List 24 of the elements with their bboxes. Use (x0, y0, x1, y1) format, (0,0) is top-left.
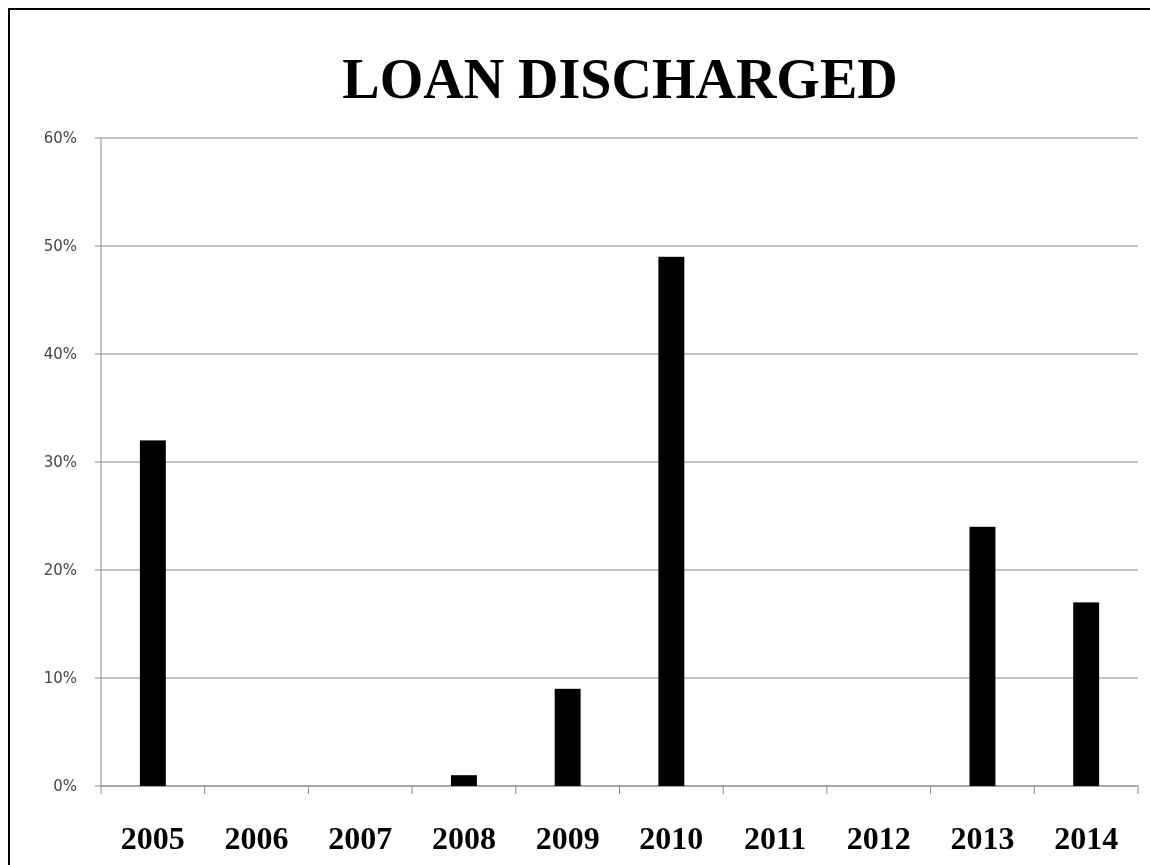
x-tick-label: 2005 (120, 820, 185, 856)
x-tick-label: 2011 (743, 820, 807, 856)
x-tick-label: 2007 (328, 820, 393, 856)
x-tick-label: 2014 (1054, 820, 1119, 856)
y-tick-label: 50% (43, 237, 77, 256)
x-tick-label: 2008 (431, 820, 496, 856)
y-tick-label: 30% (43, 453, 77, 472)
bar (450, 775, 477, 786)
bar (969, 526, 996, 786)
y-tick-label: 0% (53, 777, 77, 796)
x-tick-label: 2009 (535, 820, 600, 856)
bar (658, 256, 685, 786)
bar (139, 440, 166, 786)
bar (554, 688, 581, 786)
y-tick-label: 20% (43, 561, 77, 580)
chart-title: LOAN DISCHARGED (342, 48, 898, 110)
y-tick-label: 60% (43, 129, 77, 148)
x-tick-label: 2010 (639, 820, 704, 856)
y-tick-label: 40% (43, 345, 77, 364)
x-tick-label: 2012 (846, 820, 911, 856)
y-tick-label: 10% (43, 669, 77, 688)
x-tick-label: 2006 (224, 820, 289, 856)
x-tick-label: 2013 (950, 820, 1015, 856)
bar (1073, 602, 1100, 786)
